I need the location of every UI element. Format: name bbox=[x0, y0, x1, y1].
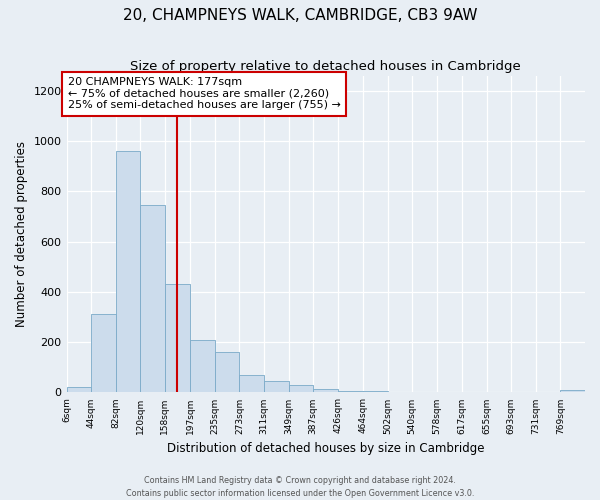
Bar bbox=[239, 375, 264, 392]
Bar bbox=[264, 381, 289, 392]
Title: Size of property relative to detached houses in Cambridge: Size of property relative to detached ho… bbox=[130, 60, 521, 73]
Bar bbox=[338, 391, 363, 392]
Text: 20, CHAMPNEYS WALK, CAMBRIDGE, CB3 9AW: 20, CHAMPNEYS WALK, CAMBRIDGE, CB3 9AW bbox=[123, 8, 477, 22]
Bar bbox=[116, 151, 140, 392]
Bar bbox=[363, 391, 388, 392]
Bar bbox=[313, 388, 338, 392]
Bar bbox=[140, 205, 165, 392]
Bar bbox=[190, 340, 215, 392]
Bar bbox=[560, 390, 585, 392]
Bar bbox=[67, 388, 91, 392]
Text: 20 CHAMPNEYS WALK: 177sqm
← 75% of detached houses are smaller (2,260)
25% of se: 20 CHAMPNEYS WALK: 177sqm ← 75% of detac… bbox=[68, 77, 341, 110]
Y-axis label: Number of detached properties: Number of detached properties bbox=[15, 141, 28, 327]
Bar bbox=[165, 284, 190, 393]
Bar bbox=[215, 352, 239, 393]
Bar bbox=[289, 385, 313, 392]
X-axis label: Distribution of detached houses by size in Cambridge: Distribution of detached houses by size … bbox=[167, 442, 485, 455]
Bar bbox=[91, 314, 116, 392]
Text: Contains HM Land Registry data © Crown copyright and database right 2024.
Contai: Contains HM Land Registry data © Crown c… bbox=[126, 476, 474, 498]
